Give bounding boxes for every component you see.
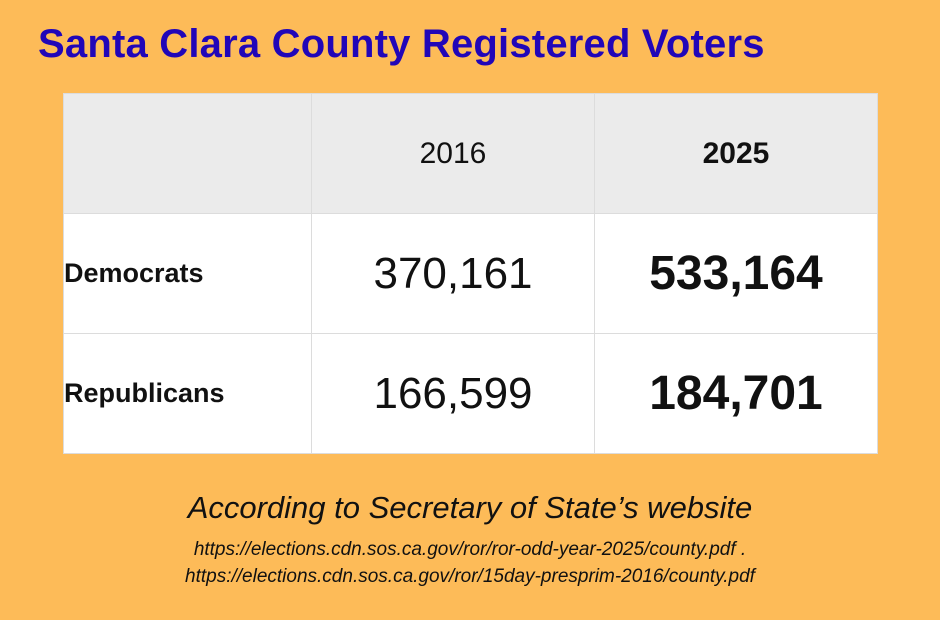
table-row: Republicans 166,599 184,701 [63,333,878,454]
source-heading: According to Secretary of State’s websit… [187,490,753,525]
source-link-2025: https://elections.cdn.sos.ca.gov/ror/ror… [193,539,747,560]
table-row: Democrats 370,161 533,164 [63,213,878,334]
table-header-row: 2016 2025 [63,93,878,214]
republicans-2025-value: 184,701 [594,333,878,454]
header-year-2016: 2016 [311,93,595,214]
row-label-republicans: Republicans [63,333,312,454]
row-label-democrats: Democrats [63,213,312,334]
democrats-2025-value: 533,164 [594,213,878,334]
source-link-2016: https://elections.cdn.sos.ca.gov/ror/15d… [185,566,755,587]
democrats-2016-value: 370,161 [311,213,595,334]
header-empty-cell [63,93,312,214]
page-title: Santa Clara County Registered Voters [38,22,765,66]
voters-table: 2016 2025 Democrats 370,161 533,164 Repu… [63,93,878,454]
republicans-2016-value: 166,599 [311,333,595,454]
header-year-2025: 2025 [594,93,878,214]
